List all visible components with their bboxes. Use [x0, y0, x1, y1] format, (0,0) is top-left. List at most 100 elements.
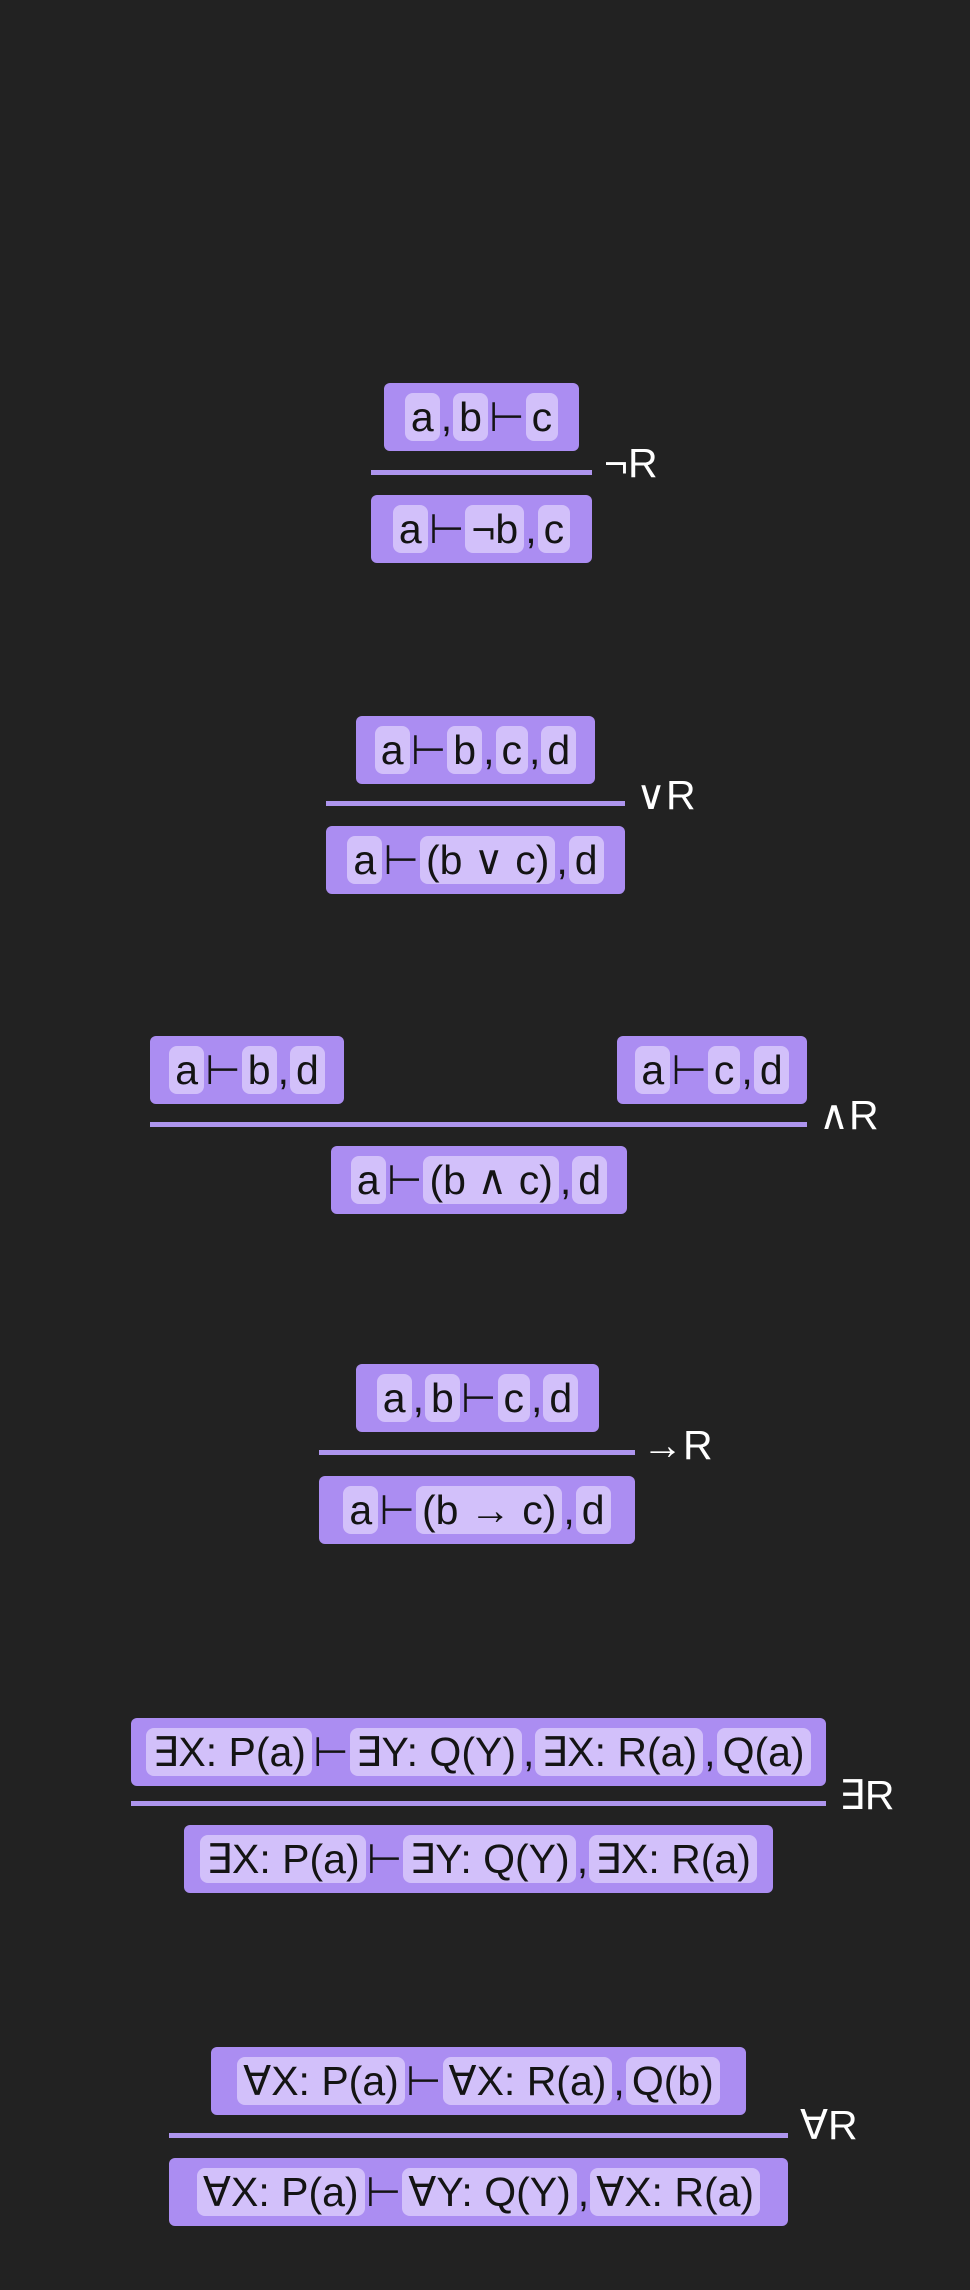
- antecedent: a: [169, 1046, 205, 1094]
- succedent: b,c,d: [447, 726, 577, 774]
- formula-token: (b → c): [415, 1486, 563, 1534]
- antecedent: ∃X: P(a): [146, 1728, 312, 1776]
- comma-separator: ,: [741, 1047, 753, 1093]
- conclusion-sequent: a ⊢ (b ∧ c), d: [331, 1146, 627, 1214]
- conclusion-sequent: ∃X: P(a) ⊢ ∃Y: Q(Y), ∃X: R(a): [184, 1825, 773, 1893]
- premise-sequent: ∀X: P(a) ⊢ ∀X: R(a), Q(b): [211, 2047, 746, 2115]
- comma-separator: ,: [563, 1487, 575, 1533]
- antecedent: ∃X: P(a): [200, 1835, 366, 1883]
- succedent: c,d: [497, 1374, 579, 1422]
- premise-sequent: a ⊢ c, d: [617, 1036, 807, 1104]
- premise-sequent: a ⊢ b, c, d: [356, 716, 595, 784]
- comma-separator: ,: [577, 2169, 590, 2215]
- formula-token: a: [374, 726, 410, 774]
- formula-token: c: [497, 1374, 531, 1422]
- formula-token: a: [376, 1374, 412, 1422]
- turnstile-symbol: ⊢: [365, 2169, 402, 2215]
- turnstile-symbol: ⊢: [428, 506, 465, 552]
- comma-separator: ,: [412, 1375, 424, 1421]
- formula-token: b: [453, 393, 488, 441]
- succedent: b,d: [241, 1046, 325, 1094]
- formula-token: d: [541, 726, 577, 774]
- formula-token: b: [424, 1374, 460, 1422]
- formula-token: c: [525, 393, 559, 441]
- antecedent: a: [374, 726, 410, 774]
- comma-separator: ,: [525, 506, 537, 552]
- formula-token: d: [289, 1046, 325, 1094]
- formula-token: (b ∧ c): [423, 1156, 559, 1204]
- formula-token: c: [537, 505, 571, 553]
- formula-token: a: [635, 1046, 671, 1094]
- inference-line: [150, 1122, 807, 1127]
- formula-token: a: [350, 1156, 386, 1204]
- formula-token: ∀Y: Q(Y): [402, 2168, 577, 2216]
- formula-token: ∀X: R(a): [590, 2168, 761, 2216]
- rule-name-label: ∀R: [800, 2102, 858, 2148]
- comma-separator: ,: [529, 727, 541, 773]
- antecedent: a: [347, 836, 383, 884]
- formula-token: d: [575, 1486, 611, 1534]
- succedent: (b → c), d: [415, 1486, 611, 1534]
- premise-sequent: a, b ⊢ c, d: [356, 1364, 599, 1432]
- turnstile-symbol: ⊢: [488, 394, 525, 440]
- succedent: ∀Y: Q(Y), ∀X: R(a): [402, 2168, 761, 2216]
- conclusion-sequent: ∀X: P(a) ⊢ ∀Y: Q(Y), ∀X: R(a): [169, 2158, 788, 2226]
- formula-token: ¬b: [465, 505, 525, 553]
- comma-separator: ,: [613, 2058, 625, 2104]
- formula-token: b: [241, 1046, 277, 1094]
- formula-token: (b ∨ c): [419, 836, 556, 884]
- turnstile-symbol: ⊢: [671, 1047, 707, 1093]
- succedent: (b ∧ c), d: [423, 1156, 608, 1204]
- antecedent: a: [635, 1046, 671, 1094]
- turnstile-symbol: ⊢: [205, 1047, 241, 1093]
- formula-token: ∃X: P(a): [200, 1835, 366, 1883]
- premise-sequent: a, b ⊢ c: [384, 383, 579, 451]
- formula-token: a: [347, 836, 383, 884]
- formula-token: ∃X: P(a): [146, 1728, 312, 1776]
- comma-separator: ,: [576, 1836, 589, 1882]
- premise-sequent: a ⊢ b, d: [150, 1036, 344, 1104]
- formula-token: a: [169, 1046, 205, 1094]
- antecedent: ∀X: P(a): [196, 2168, 365, 2216]
- formula-token: c: [495, 726, 529, 774]
- turnstile-symbol: ⊢: [386, 1157, 423, 1203]
- turnstile-symbol: ⊢: [410, 727, 447, 773]
- succedent: c,d: [707, 1046, 789, 1094]
- conclusion-sequent: a ⊢ (b ∨ c), d: [326, 826, 625, 894]
- turnstile-symbol: ⊢: [366, 1836, 403, 1882]
- formula-token: c: [707, 1046, 741, 1094]
- formula-token: ∀X: P(a): [196, 2168, 365, 2216]
- rule-name-label: ∃R: [839, 1772, 895, 1818]
- comma-separator: ,: [531, 1375, 543, 1421]
- formula-token: a: [343, 1486, 379, 1534]
- rule-name-label: ∨R: [636, 772, 696, 818]
- formula-token: a: [404, 393, 440, 441]
- antecedent: a,b: [404, 393, 488, 441]
- comma-separator: ,: [277, 1047, 289, 1093]
- formula-token: Q(a): [716, 1728, 811, 1776]
- formula-token: d: [543, 1374, 579, 1422]
- comma-separator: ,: [440, 394, 453, 440]
- rule-name-label: ∧R: [819, 1092, 879, 1138]
- antecedent: a: [343, 1486, 379, 1534]
- formula-token: ∃X: R(a): [535, 1728, 704, 1776]
- inference-line: [371, 470, 592, 475]
- succedent: ∃Y: Q(Y), ∃X: R(a), Q(a): [349, 1728, 811, 1776]
- comma-separator: ,: [556, 837, 568, 883]
- formula-token: b: [447, 726, 483, 774]
- rule-name-label: →R: [642, 1422, 713, 1468]
- inference-line: [131, 1801, 826, 1806]
- antecedent: a: [392, 505, 428, 553]
- rule-name-label: ¬R: [604, 440, 658, 486]
- turnstile-symbol: ⊢: [460, 1375, 497, 1421]
- formula-token: ∃Y: Q(Y): [403, 1835, 576, 1883]
- inference-line: [319, 1450, 635, 1455]
- formula-token: ∀X: P(a): [237, 2057, 405, 2105]
- antecedent: a,b: [376, 1374, 460, 1422]
- succedent: c: [525, 393, 559, 441]
- formula-token: ∃X: R(a): [589, 1835, 757, 1883]
- premise-sequent: ∃X: P(a) ⊢ ∃Y: Q(Y), ∃X: R(a), Q(a): [131, 1718, 826, 1786]
- formula-token: ∀X: R(a): [442, 2057, 613, 2105]
- turnstile-symbol: ⊢: [379, 1487, 415, 1533]
- comma-separator: ,: [559, 1157, 572, 1203]
